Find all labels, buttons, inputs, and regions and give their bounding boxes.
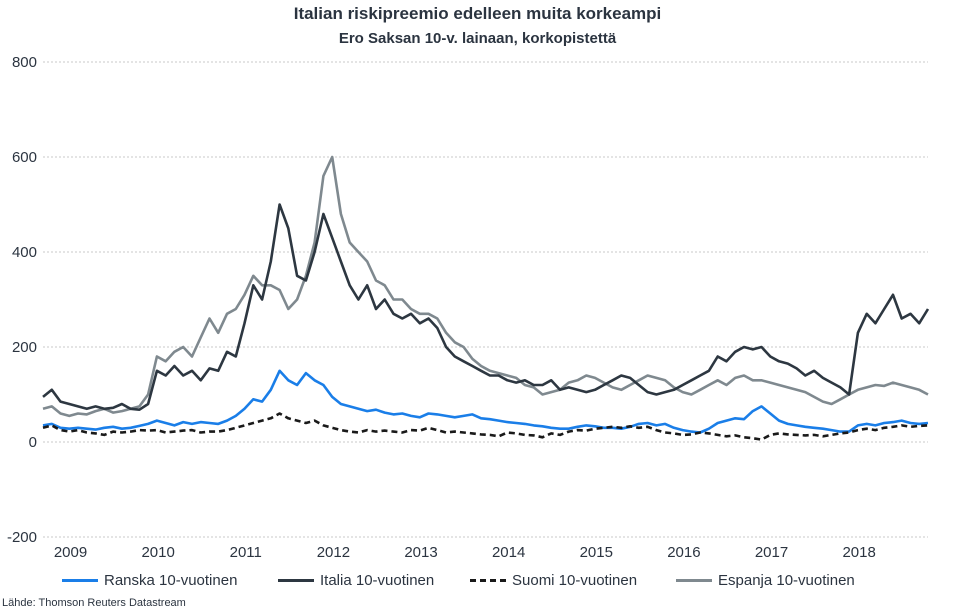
legend-item-espanja: Espanja 10-vuotinen xyxy=(676,572,855,589)
source-note: Lähde: Thomson Reuters Datastream xyxy=(2,597,186,609)
series-line-italia xyxy=(42,203,930,412)
x-tick-label: 2014 xyxy=(492,544,525,561)
legend-swatch-suomi xyxy=(470,579,506,582)
y-tick-label: 800 xyxy=(12,54,37,71)
x-tick-label: 2013 xyxy=(404,544,437,561)
series-line-suomi xyxy=(42,412,929,441)
series-line-ranska xyxy=(42,369,929,434)
y-tick-label: -200 xyxy=(7,529,37,546)
x-tick-label: 2016 xyxy=(667,544,700,561)
legend-item-ranska: Ranska 10-vuotinen xyxy=(62,572,237,589)
chart-subtitle: Ero Saksan 10-v. lainaan, korkopistettä xyxy=(338,30,617,47)
x-tick-label: 2012 xyxy=(317,544,350,561)
legend-label-italia: Italia 10-vuotinen xyxy=(320,572,435,589)
legend-label-espanja: Espanja 10-vuotinen xyxy=(718,572,855,589)
y-tick-label: 0 xyxy=(29,434,37,451)
legend: Ranska 10-vuotinen Italia 10-vuotinen Su… xyxy=(0,572,955,594)
x-axis-ticks: 2009 2010 2011 2012 2013 2014 2015 2016 2017 2018 xyxy=(54,544,876,561)
legend-item-italia: Italia 10-vuotinen xyxy=(278,572,434,589)
x-tick-label: 2018 xyxy=(842,544,875,561)
x-tick-label: 2011 xyxy=(230,544,262,561)
y-tick-label: 200 xyxy=(12,339,37,356)
legend-item-suomi: Suomi 10-vuotinen xyxy=(470,572,637,589)
series-lines xyxy=(42,155,930,441)
y-tick-label: 600 xyxy=(12,149,37,166)
gridlines xyxy=(43,61,928,538)
chart-title: Italian riskipreemio edelleen muita kork… xyxy=(293,4,662,23)
legend-swatch-espanja xyxy=(676,579,712,582)
legend-label-suomi: Suomi 10-vuotinen xyxy=(512,572,638,589)
series-line-espanja xyxy=(42,155,929,418)
y-axis-ticks: 800 600 400 200 0 -200 xyxy=(7,54,37,546)
legend-swatch-italia xyxy=(278,579,314,582)
legend-label-ranska: Ranska 10-vuotinen xyxy=(104,572,238,589)
x-tick-label: 2009 xyxy=(54,544,87,561)
x-tick-label: 2017 xyxy=(755,544,788,561)
x-tick-label: 2010 xyxy=(141,544,174,561)
y-tick-label: 400 xyxy=(12,244,37,261)
x-tick-label: 2015 xyxy=(580,544,613,561)
legend-swatch-ranska xyxy=(62,579,98,582)
